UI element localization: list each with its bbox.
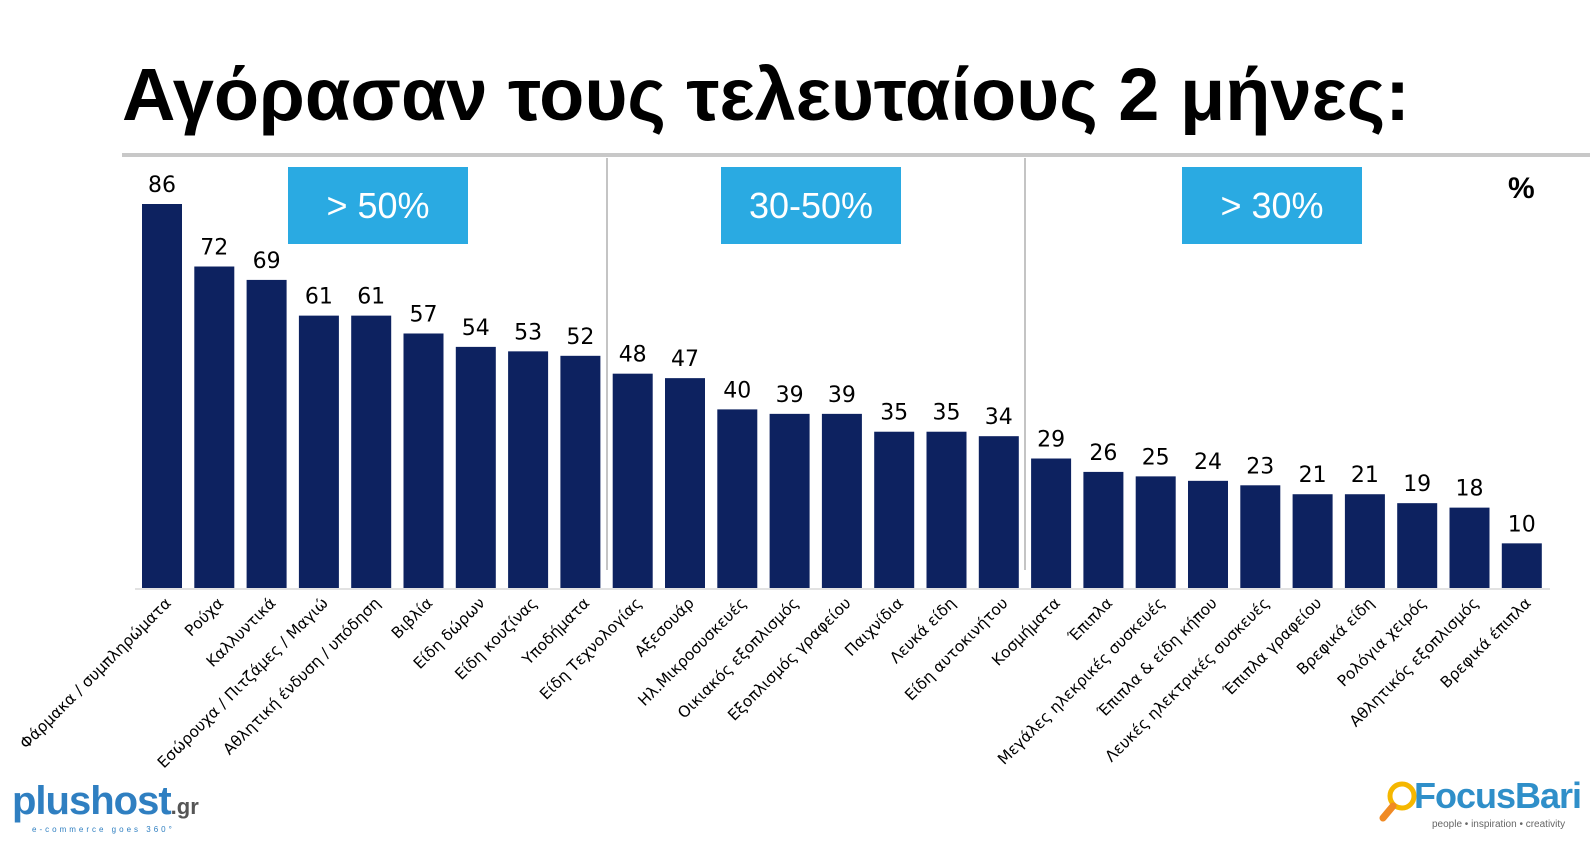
- title-underline: [122, 153, 1590, 157]
- category-label: Έπιπλα: [1064, 594, 1116, 646]
- category-label: Φάρμακα / συμπληρώματα: [16, 594, 175, 753]
- bar-value-label: 25: [1142, 445, 1170, 470]
- bar-value-label: 21: [1299, 463, 1327, 488]
- category-label: Είδη Τεχνολογίας: [536, 594, 645, 703]
- bar: [1501, 543, 1542, 588]
- bar: [194, 266, 235, 588]
- bar: [1188, 480, 1228, 588]
- bar-value-label: 21: [1351, 463, 1379, 488]
- bar: [874, 431, 915, 588]
- bar-value-label: 23: [1246, 454, 1274, 479]
- focusbari-logo: FocusBari people • inspiration • creativ…: [1378, 775, 1582, 832]
- bar-value-label: 26: [1089, 441, 1117, 466]
- group-badge-over-50: > 50%: [288, 167, 468, 244]
- bar-value-label: 61: [305, 285, 333, 310]
- bar: [1292, 494, 1333, 588]
- plushost-logo: plushost.gr e-commerce goes 360°: [12, 780, 199, 836]
- bar: [612, 373, 653, 588]
- focusbari-logo-name: FocusBari: [1414, 775, 1582, 816]
- bar: [978, 436, 1019, 588]
- bar-value-label: 54: [462, 316, 490, 341]
- bar-value-label: 69: [253, 249, 281, 274]
- unit-label: %: [1508, 172, 1535, 205]
- chart-title: Αγόρασαν τους τελευταίους 2 μήνες:: [122, 53, 1410, 136]
- bar-value-label: 61: [357, 285, 385, 310]
- bar-value-label: 35: [880, 401, 908, 426]
- category-label: Βρεφικά έπιπλα: [1437, 594, 1535, 692]
- bar: [1344, 494, 1385, 588]
- bar-value-label: 39: [828, 383, 856, 408]
- bar: [403, 333, 444, 588]
- bar: [508, 351, 549, 588]
- bar-value-label: 57: [410, 302, 438, 327]
- bar-value-label: 53: [514, 320, 542, 345]
- bar-value-label: 19: [1403, 472, 1431, 497]
- group-badge-30-50: 30-50%: [721, 167, 901, 244]
- bar: [246, 279, 287, 588]
- bar: [142, 204, 182, 588]
- category-label: Βιβλία: [388, 594, 436, 642]
- category-label: Ρούχα: [181, 594, 227, 640]
- bar: [717, 409, 758, 588]
- bar: [1083, 471, 1124, 588]
- bar-value-label: 47: [671, 347, 699, 372]
- bar: [1031, 458, 1072, 588]
- bar-value-label: 18: [1456, 477, 1484, 502]
- bar-value-label: 52: [566, 325, 594, 350]
- plushost-logo-tld: .gr: [170, 794, 199, 819]
- magnifier-icon: [1379, 781, 1417, 822]
- bar: [1449, 507, 1490, 588]
- bar: [298, 315, 339, 588]
- bar: [926, 431, 967, 588]
- bar: [455, 346, 496, 588]
- bar-value-label: 34: [985, 405, 1013, 430]
- plushost-logo-tagline: e-commerce goes 360°: [32, 825, 175, 834]
- bar-value-label: 29: [1037, 428, 1065, 453]
- bar-value-label: 35: [933, 401, 961, 426]
- bar-value-label: 39: [776, 383, 804, 408]
- bar-value-label: 86: [148, 173, 176, 198]
- bar: [351, 315, 392, 588]
- bar: [665, 378, 705, 588]
- category-label: Έπιπλα γραφείου: [1219, 594, 1325, 700]
- group-badge-under-30: > 30%: [1182, 167, 1362, 244]
- bar: [769, 413, 810, 588]
- focusbari-logo-tagline: people • inspiration • creativity: [1432, 819, 1566, 830]
- plushost-logo-name: plushost: [12, 779, 172, 823]
- bar-value-label: 40: [723, 378, 751, 403]
- bar: [1397, 503, 1438, 588]
- category-label: Ρολόγια χειρός: [1334, 594, 1430, 690]
- bar-value-label: 24: [1194, 450, 1222, 475]
- bar: [1135, 476, 1176, 588]
- bar: [1240, 485, 1281, 588]
- bar-value-label: 72: [200, 236, 228, 261]
- bar-value-label: 48: [619, 343, 647, 368]
- bar: [821, 413, 862, 588]
- bar: [560, 355, 601, 588]
- bar-value-label: 10: [1508, 512, 1536, 537]
